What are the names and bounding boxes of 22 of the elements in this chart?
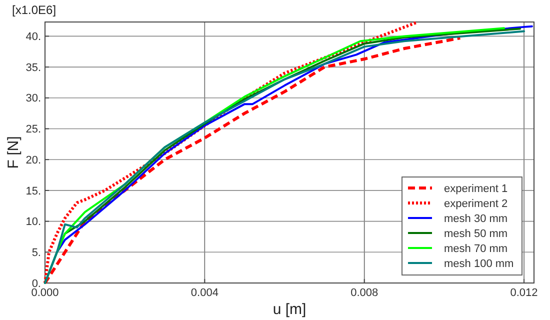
y-axis-title: F [N] bbox=[5, 136, 22, 169]
x-tick-label: 0.004 bbox=[190, 287, 218, 299]
legend-label: mesh 30 mm bbox=[444, 212, 508, 225]
legend-label: experiment 1 bbox=[444, 182, 508, 195]
y-tick-label: 25. bbox=[26, 124, 41, 136]
y-tick-label: 40. bbox=[26, 31, 41, 44]
legend-label: mesh 70 mm bbox=[444, 242, 508, 255]
y-tick-label: 30. bbox=[26, 92, 41, 105]
y-tick-label: 20. bbox=[26, 154, 41, 166]
x-tick-label: 0.008 bbox=[350, 287, 378, 299]
y-tick-label: 35. bbox=[26, 62, 41, 74]
x-tick-label: 0.000 bbox=[31, 287, 59, 299]
y-tick-label: 5. bbox=[32, 247, 41, 259]
x-tick-label: 0.012 bbox=[510, 287, 538, 299]
legend-label: experiment 2 bbox=[444, 198, 508, 210]
y-tick-label: 0. bbox=[32, 278, 41, 290]
legend-label: mesh 50 mm bbox=[444, 228, 508, 240]
legend-label: mesh 100 mm bbox=[444, 258, 514, 270]
y-tick-label: 10. bbox=[26, 216, 41, 228]
text: [x1.0E6] bbox=[12, 3, 56, 17]
x-axis-title: u [m] bbox=[272, 301, 306, 318]
y-tick-label: 15. bbox=[26, 185, 41, 198]
